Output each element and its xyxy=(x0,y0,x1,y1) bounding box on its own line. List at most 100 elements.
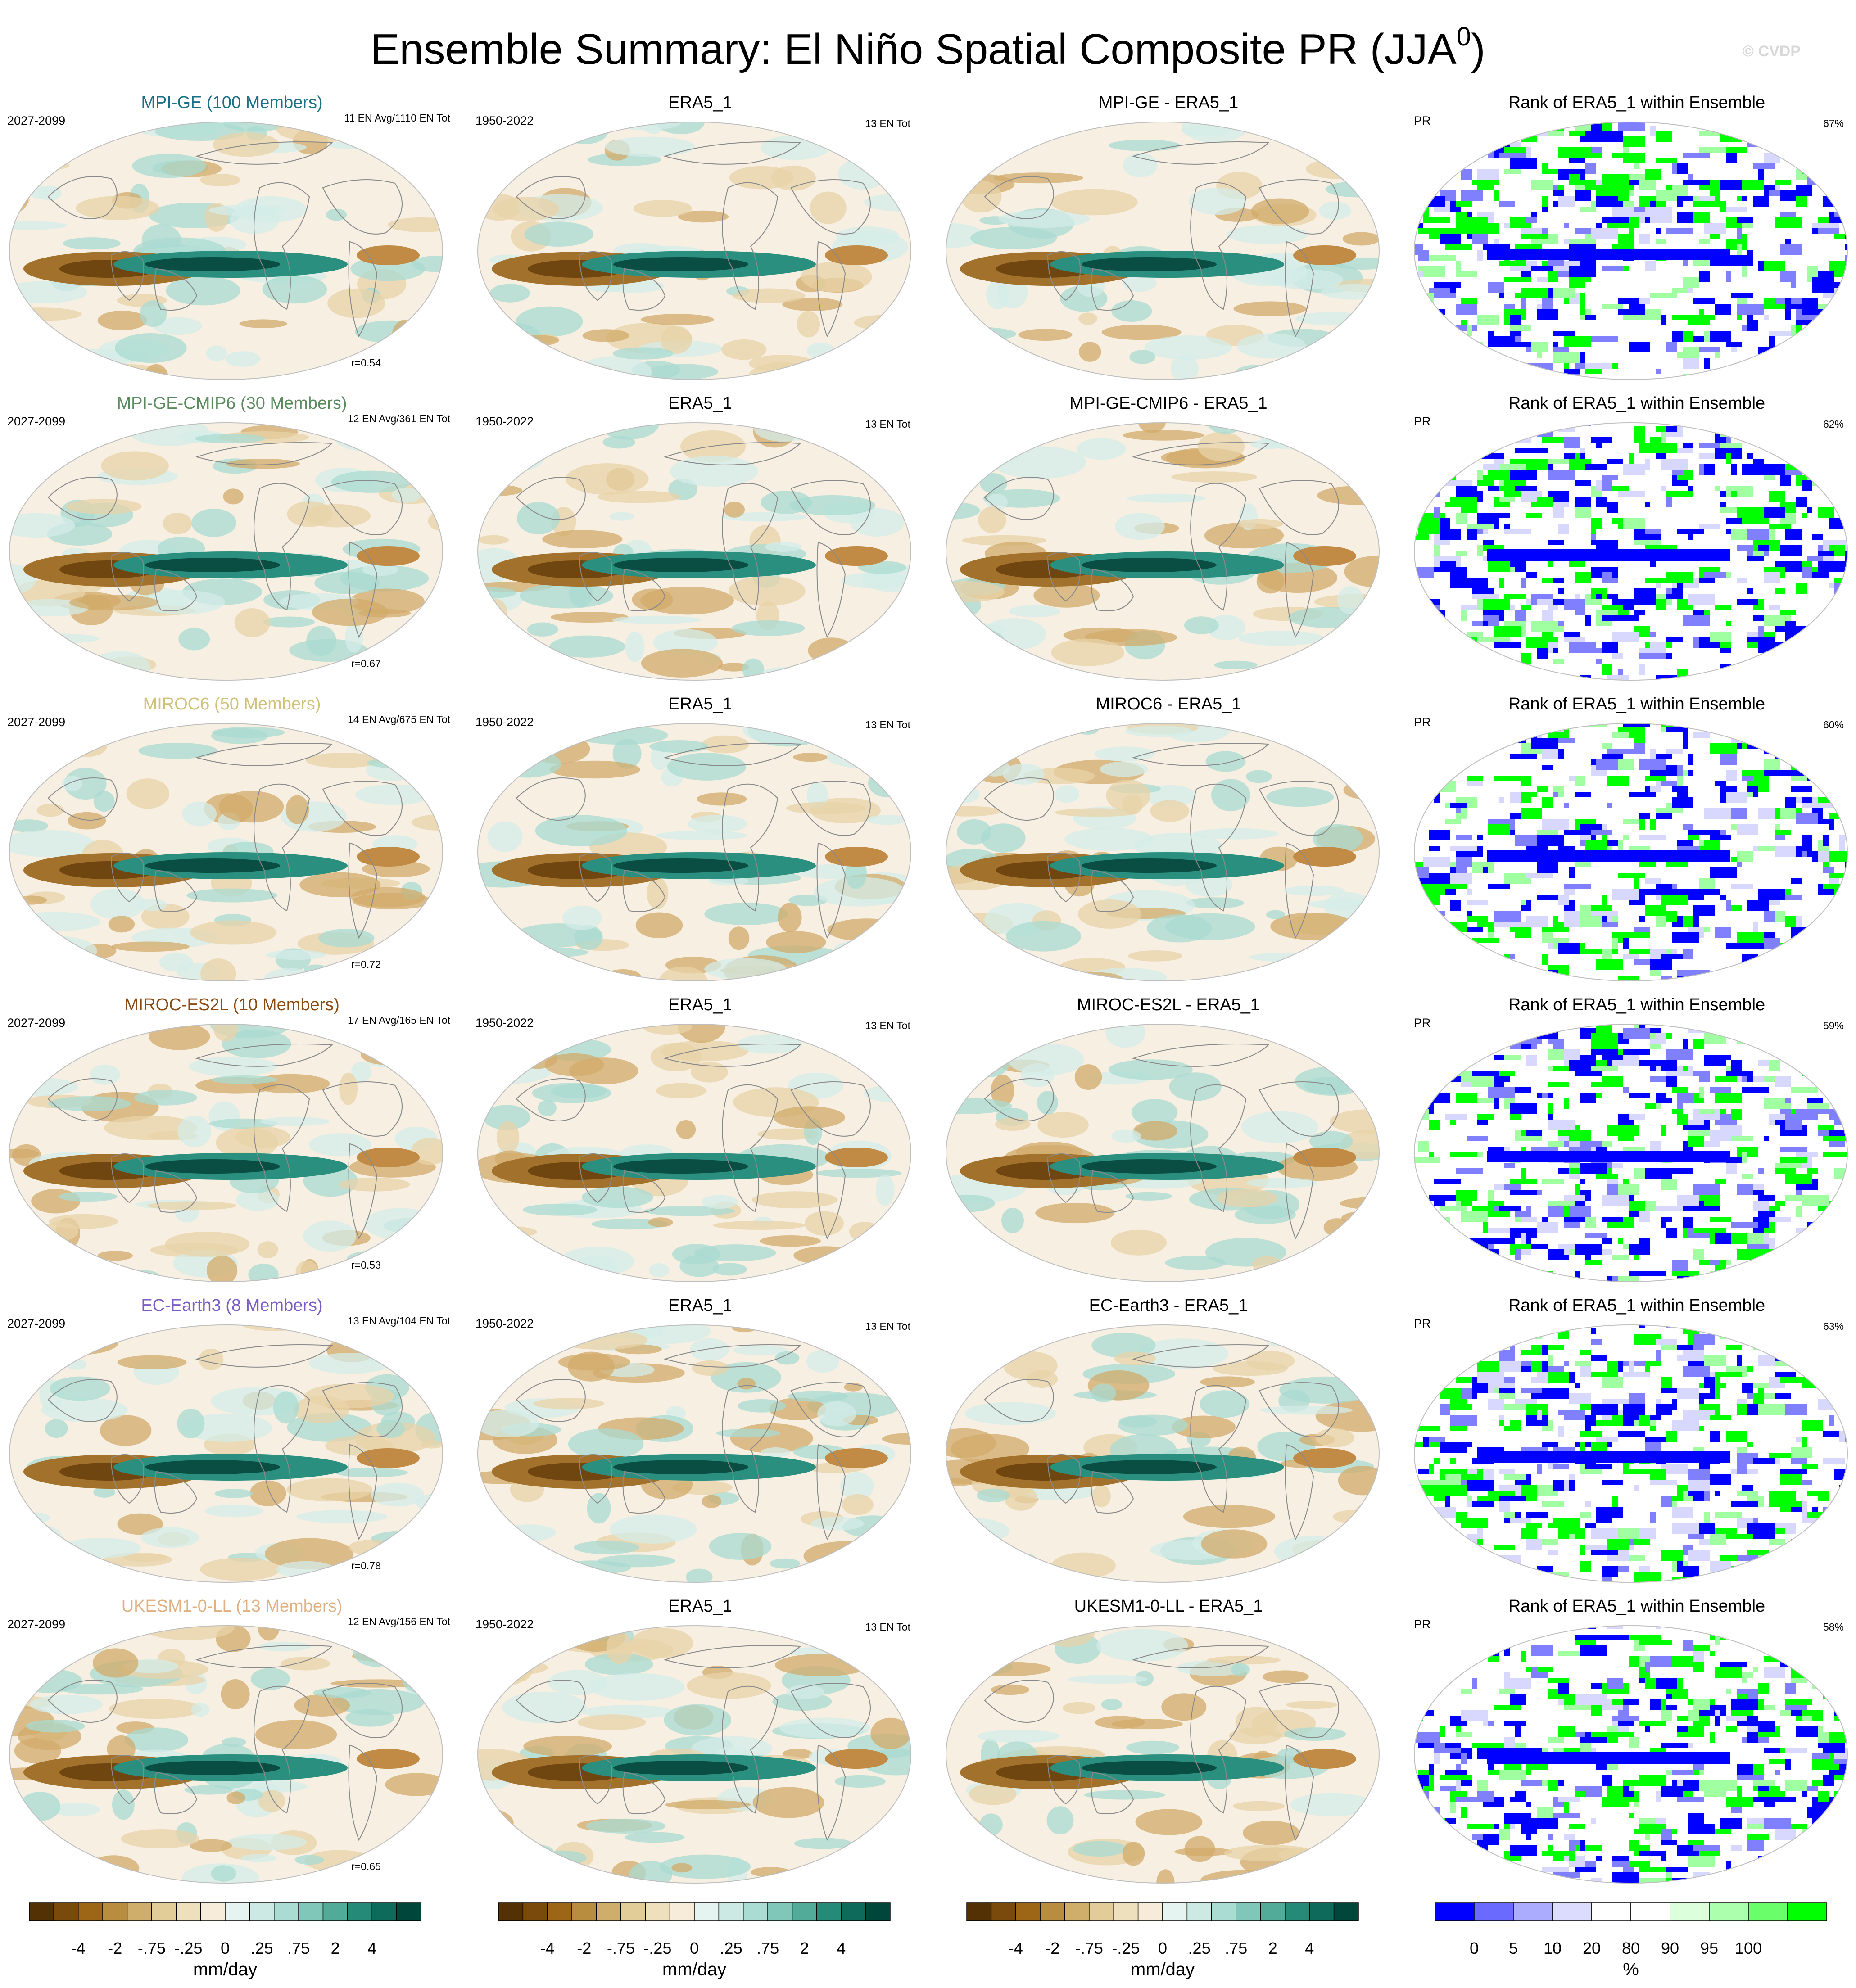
anomaly-blob xyxy=(206,345,227,361)
colorbar-swatch xyxy=(966,1902,992,1921)
rank-cell xyxy=(1802,1420,1823,1431)
rank-cell xyxy=(1791,959,1818,965)
rank-cell xyxy=(1661,486,1666,491)
rank-cell xyxy=(1537,1667,1553,1672)
colorbar-swatch xyxy=(718,1902,744,1921)
rank-cell xyxy=(1591,1442,1607,1453)
rank-cell xyxy=(1829,873,1845,878)
rank-cell xyxy=(1818,1496,1829,1501)
anomaly-blob xyxy=(384,351,408,370)
anomaly-blob xyxy=(946,348,1005,369)
rank-cell xyxy=(1823,1694,1847,1699)
anomaly-blob xyxy=(250,1668,290,1690)
rank-cell xyxy=(1510,1694,1526,1705)
rank-cell xyxy=(1499,1872,1515,1878)
anomaly-blob xyxy=(1033,583,1100,608)
rank-cell xyxy=(1569,867,1575,878)
anomaly-blob xyxy=(760,1235,821,1247)
coastline xyxy=(154,569,198,611)
rank-cell xyxy=(1504,1404,1526,1410)
rank-cell xyxy=(1569,642,1596,653)
rank-cell xyxy=(1414,1545,1418,1555)
rank-cell xyxy=(1558,185,1564,190)
rank-cell xyxy=(1726,1861,1731,1872)
rank-cell xyxy=(1731,122,1742,126)
rank-cell xyxy=(1764,153,1780,163)
anomaly-blob xyxy=(690,1338,729,1361)
rank-cell xyxy=(1791,1039,1802,1044)
rank-cell xyxy=(1639,759,1666,770)
rank-cell xyxy=(1591,1431,1602,1437)
rank-cell xyxy=(1510,1114,1521,1120)
anomaly-blob xyxy=(612,738,642,769)
rank-cell xyxy=(1818,1678,1829,1683)
rank-cell xyxy=(1634,1829,1661,1834)
anomaly-blob xyxy=(966,432,1007,459)
rank-cell xyxy=(1785,1759,1791,1770)
rank-cell xyxy=(1477,1878,1504,1883)
rank-cell xyxy=(1429,830,1450,840)
colorbar-tick-label: .25 xyxy=(250,1939,273,1957)
anomaly-blob xyxy=(993,172,1083,184)
rank-cell xyxy=(1548,835,1558,846)
panel-diff: EC-Earth3 - ERA5_1 xyxy=(937,1295,1400,1588)
colorbar-swatch xyxy=(249,1902,275,1921)
anomaly-blob xyxy=(138,742,218,759)
rank-cell xyxy=(1731,529,1747,540)
anomaly-blob xyxy=(630,1628,693,1658)
rank-cell xyxy=(1499,1265,1510,1271)
rank-cell xyxy=(1839,626,1847,637)
rank-cell xyxy=(1461,459,1472,464)
coastline xyxy=(348,842,378,939)
rank-cell xyxy=(1726,1797,1753,1807)
rank-cell xyxy=(1829,1667,1839,1678)
rank-cell xyxy=(1618,669,1623,675)
rank-cell xyxy=(1704,675,1715,680)
rank-cell xyxy=(1823,632,1839,642)
rank-cell xyxy=(1747,1834,1769,1840)
rank-cell xyxy=(1515,423,1542,432)
map-border xyxy=(477,723,911,981)
rank-cell xyxy=(1510,976,1531,981)
anomaly-blob xyxy=(533,1398,605,1410)
rank-cell xyxy=(1812,534,1823,540)
panel-period: 1950-2022 xyxy=(475,1317,534,1330)
rank-cell xyxy=(1434,1033,1461,1039)
rank-cell xyxy=(1726,1271,1747,1282)
rank-cell xyxy=(1661,1125,1666,1136)
rank-cell xyxy=(1845,1775,1847,1786)
rank-cell xyxy=(1731,293,1753,298)
anomaly-blob xyxy=(671,1863,693,1873)
colorbar-swatch xyxy=(78,1902,103,1921)
panel-event-counts: 13 EN Tot xyxy=(865,719,910,731)
anomaly-blob xyxy=(344,622,363,653)
anomaly-blob xyxy=(1350,1861,1379,1883)
anomaly-blob xyxy=(946,1329,1010,1360)
rank-cell xyxy=(1693,1662,1704,1672)
rank-cell xyxy=(1477,545,1483,556)
rank-cell xyxy=(1418,158,1445,163)
rank-cell xyxy=(1456,680,1483,682)
rank-cell xyxy=(1747,1244,1769,1249)
rank-cell xyxy=(1564,1361,1569,1366)
rank-cell xyxy=(1666,911,1677,922)
colorbar-tick-label: 0 xyxy=(1158,1939,1168,1957)
rank-cell xyxy=(1456,261,1461,271)
rank-cell xyxy=(1450,153,1477,158)
coastline xyxy=(722,1385,779,1513)
anomaly-blob xyxy=(90,1064,120,1085)
rank-cell xyxy=(1499,1469,1515,1474)
rank-cell xyxy=(1607,642,1618,653)
rank-cell xyxy=(1548,648,1553,653)
rank-cell xyxy=(1494,190,1499,201)
coastline xyxy=(1047,1153,1081,1203)
anomaly-blob xyxy=(1251,373,1324,380)
rank-cell xyxy=(1456,659,1461,669)
rank-cell xyxy=(1834,770,1847,776)
anomaly-blob xyxy=(969,1783,1017,1805)
rank-cell xyxy=(1418,190,1434,196)
rank-cell xyxy=(1715,486,1720,491)
anomaly-blob xyxy=(1331,1325,1379,1338)
colorbar-tick-label: 4 xyxy=(837,1939,846,1957)
anomaly-blob xyxy=(1318,201,1352,220)
